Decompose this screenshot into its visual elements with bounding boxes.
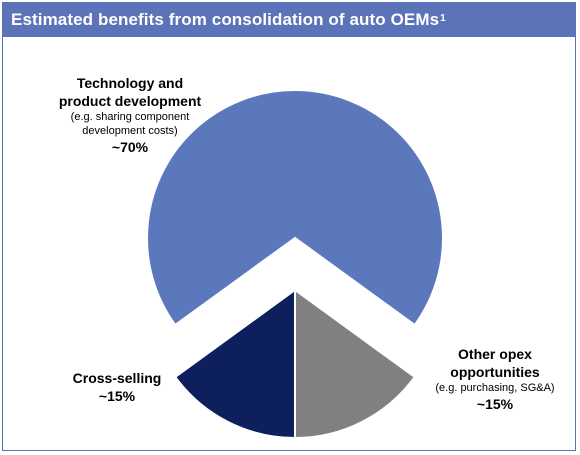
label-cross-selling-name: Cross-selling (72, 370, 162, 386)
pie-slice-technology-and-product-development (146, 89, 444, 327)
label-cross-selling: Cross-selling ~15% (62, 369, 172, 405)
label-other-opex: Other opex opportunities (e.g. purchasin… (420, 345, 570, 413)
label-technology-note: (e.g. sharing component development cost… (70, 111, 190, 137)
label-technology-name: Technology and product development (58, 75, 202, 109)
label-other-opex-note: (e.g. purchasing, SG&A) (435, 382, 555, 394)
pie-slice-cross-selling (173, 288, 296, 440)
label-cross-selling-value: ~15% (98, 388, 136, 404)
label-technology: Technology and product development (e.g.… (30, 74, 230, 156)
pie-slice-other-opex-opportunities (294, 288, 417, 440)
label-technology-value: ~70% (111, 139, 149, 155)
label-other-opex-value: ~15% (476, 396, 514, 412)
chart-title: Estimated benefits from consolidation of… (11, 10, 440, 29)
title-footnote-marker: 1 (440, 12, 446, 24)
chart-title-bar: Estimated benefits from consolidation of… (3, 3, 575, 37)
label-other-opex-name: Other opex opportunities (450, 346, 540, 380)
